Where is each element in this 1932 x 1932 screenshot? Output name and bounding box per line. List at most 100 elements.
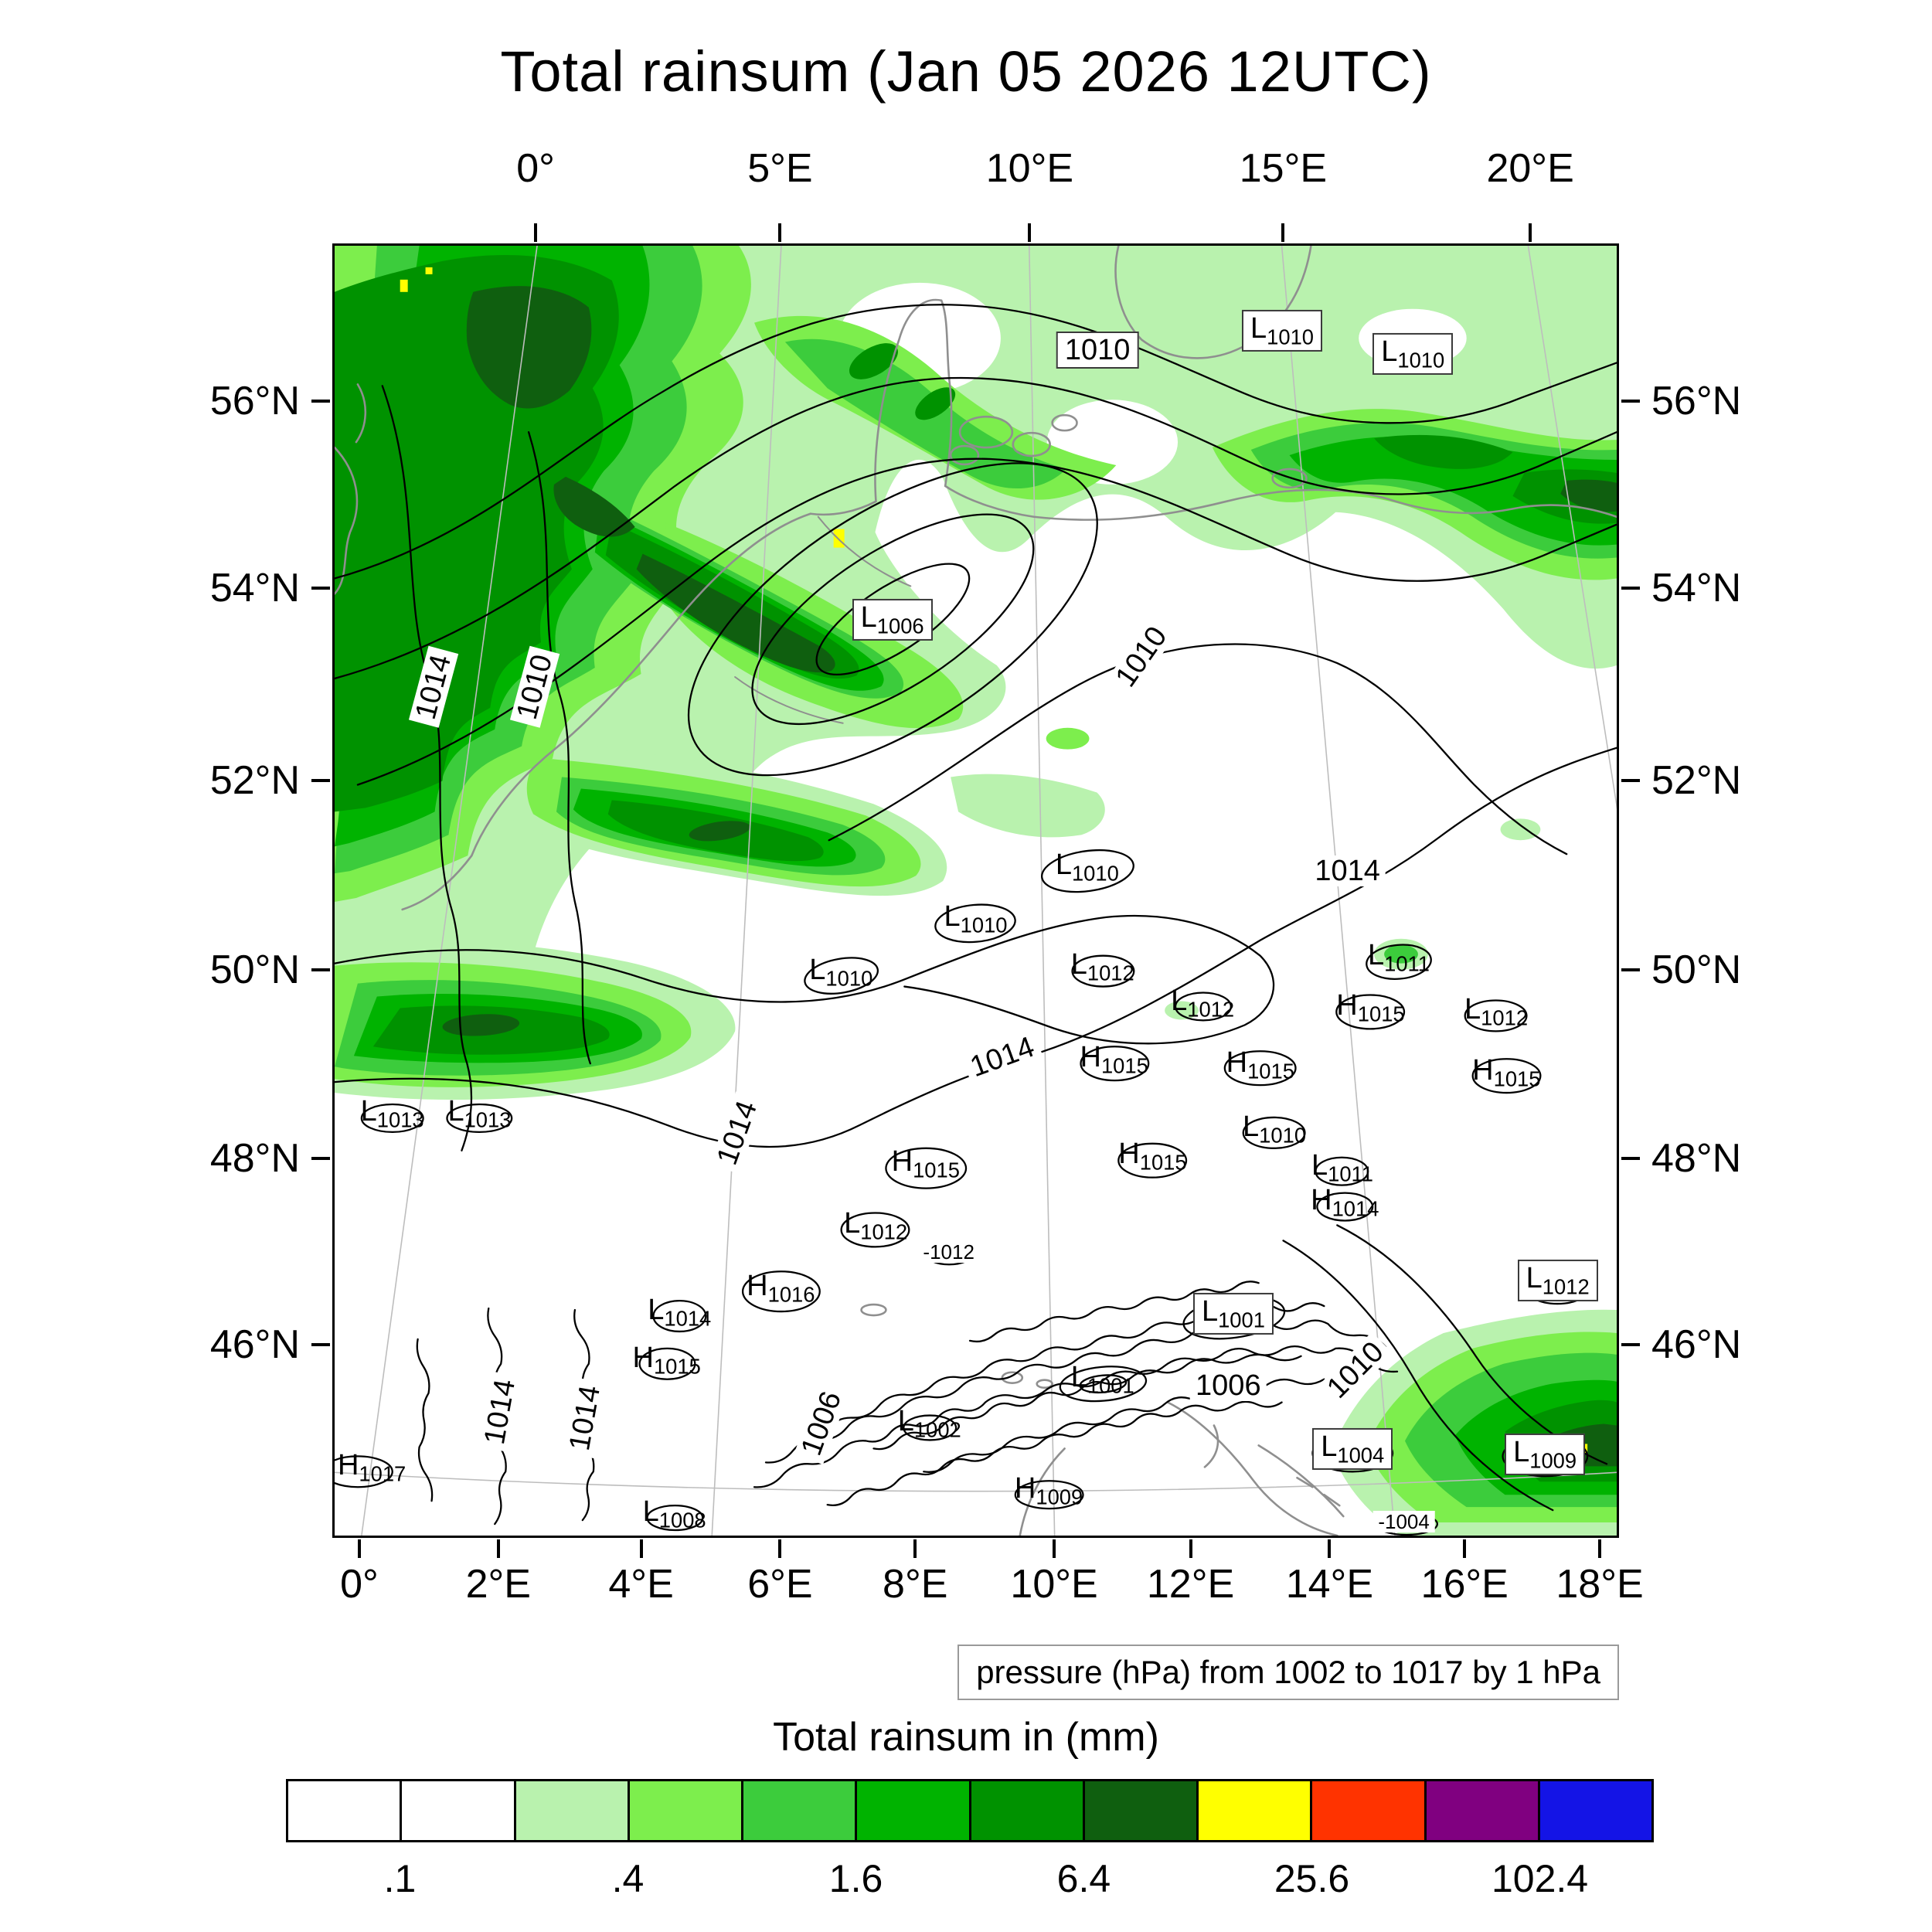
colorbar-cell [1426, 1781, 1540, 1840]
colorbar-tick-label: .4 [611, 1857, 645, 1900]
pressure-high-marker: H1015 [1472, 1053, 1541, 1091]
axis-label-right: 46°N [1651, 1322, 1742, 1368]
colorbar-cell [515, 1781, 630, 1840]
map-canvas [335, 246, 1617, 1536]
pressure-high-marker: H1016 [747, 1269, 815, 1307]
colorbar-title: Total rainsum in (mm) [773, 1715, 1159, 1760]
axis-tick [778, 223, 782, 242]
pressure-high-marker: H1015 [632, 1341, 701, 1379]
colorbar-cell [857, 1781, 971, 1840]
pressure-marker-layer: 1010 L1010 L1010 L1006 1014 1010 1010 L1010 1014… [335, 246, 1617, 1536]
axis-tick [1621, 968, 1640, 971]
axis-tick [778, 1539, 782, 1558]
axis-label-left: 46°N [209, 1322, 300, 1368]
isobar-value-label: 1010 [1106, 617, 1176, 698]
pressure-low-marker: L1009 [1505, 1433, 1586, 1475]
pressure-high-marker: H1015 [1336, 989, 1405, 1027]
axis-tick [1053, 1539, 1056, 1558]
axis-tick [311, 968, 330, 971]
axis-tick [496, 1539, 500, 1558]
pressure-low-marker: L1010 [944, 900, 1008, 937]
axis-tick [311, 1157, 330, 1161]
axis-tick [1028, 223, 1032, 242]
isobar-value-label: 1014 [563, 1378, 607, 1459]
axis-label-right: 54°N [1651, 565, 1742, 611]
colorbar-cell [971, 1781, 1085, 1840]
axis-label-top: 0° [516, 146, 555, 191]
colorbar [286, 1779, 1654, 1842]
map-frame: 1010 L1010 L1010 L1006 1014 1010 1010 L1010 1014… [332, 243, 1619, 1538]
colorbar-cell [1312, 1781, 1427, 1840]
axis-label-top: 10°E [985, 146, 1074, 191]
isobar-value-label: 1006 [794, 1382, 850, 1464]
axis-label-top: 20°E [1486, 146, 1574, 191]
isobar-value-label: 1010 [1056, 332, 1139, 369]
pressure-low-marker: L1006 [852, 598, 933, 641]
axis-tick [1189, 1539, 1192, 1558]
colorbar-cell [1199, 1781, 1313, 1840]
colorbar-cell [288, 1781, 403, 1840]
axis-label-left: 56°N [209, 379, 300, 424]
axis-label-bottom: 18°E [1556, 1562, 1644, 1607]
axis-tick [1463, 1539, 1467, 1558]
colorbar-tick-label: 25.6 [1274, 1857, 1350, 1900]
colorbar-tick-label: 102.4 [1491, 1857, 1589, 1900]
axis-label-bottom: 4°E [608, 1562, 674, 1607]
isobar-value-label: 1010 [1317, 1332, 1393, 1409]
axis-tick [1621, 586, 1640, 590]
pressure-low-marker: L1002 [897, 1404, 961, 1442]
pressure-high-marker: H1014 [1311, 1184, 1379, 1222]
pressure-high-marker: H1015 [1226, 1046, 1294, 1083]
graticule [335, 246, 1617, 1536]
isobar-value-label: 1014 [1309, 855, 1386, 887]
pressure-low-marker: L1011 [1367, 939, 1430, 976]
axis-tick [1621, 1157, 1640, 1161]
axis-label-left: 52°N [209, 758, 300, 804]
isobar-value-label: 1010 [509, 646, 560, 728]
colorbar-tick-label: .1 [383, 1857, 417, 1900]
axis-label-right: 52°N [1651, 758, 1742, 804]
axis-tick [1529, 223, 1532, 242]
isobar-value-label: 1014 [408, 646, 458, 728]
axis-tick [639, 1539, 643, 1558]
isobar-value-label: -1012 [917, 1240, 980, 1263]
pressure-low-marker: L1012 [1517, 1259, 1598, 1301]
axis-label-bottom: 14°E [1285, 1562, 1374, 1607]
isobar-value-label: 1014 [961, 1029, 1044, 1085]
pressure-high-marker: H1009 [1014, 1471, 1083, 1509]
axis-label-top: 5°E [747, 146, 813, 191]
axis-tick [1621, 1343, 1640, 1347]
pressure-low-marker: L1012 [844, 1207, 908, 1245]
coastlines [335, 246, 1617, 1536]
axis-tick [1598, 1539, 1602, 1558]
axis-tick [311, 779, 330, 783]
axis-tick [311, 1343, 330, 1347]
pressure-low-marker: L1004 [1312, 1428, 1393, 1471]
pressure-high-marker: H1015 [1080, 1041, 1148, 1078]
axis-label-right: 48°N [1651, 1136, 1742, 1182]
axis-tick [913, 1539, 917, 1558]
axis-label-left: 54°N [209, 565, 300, 611]
axis-tick [1621, 779, 1640, 783]
pressure-low-marker: L1010 [1243, 1111, 1307, 1148]
axis-tick [534, 223, 538, 242]
page-title: Total rainsum (Jan 05 2026 12UTC) [500, 39, 1432, 104]
axis-tick [1621, 400, 1640, 403]
pressure-high-marker: H1017 [337, 1448, 406, 1486]
pressure-low-marker: L1010 [1372, 333, 1454, 376]
pressure-low-marker: L1001 [1070, 1360, 1134, 1398]
colorbar-cell [743, 1781, 858, 1840]
axis-label-right: 56°N [1651, 379, 1742, 424]
isobar-value-label: -1004 [1372, 1510, 1435, 1532]
colorbar-cell [1539, 1781, 1651, 1840]
axis-tick [357, 1539, 361, 1558]
axis-label-bottom: 6°E [747, 1562, 813, 1607]
isobar-value-label: 1014 [478, 1371, 522, 1452]
colorbar-tick-label: 1.6 [828, 1857, 883, 1900]
pressure-low-marker: L1012 [1070, 947, 1134, 985]
colorbar-cell [402, 1781, 516, 1840]
colorbar-cell [1084, 1781, 1199, 1840]
pressure-low-marker: L1014 [648, 1294, 712, 1331]
